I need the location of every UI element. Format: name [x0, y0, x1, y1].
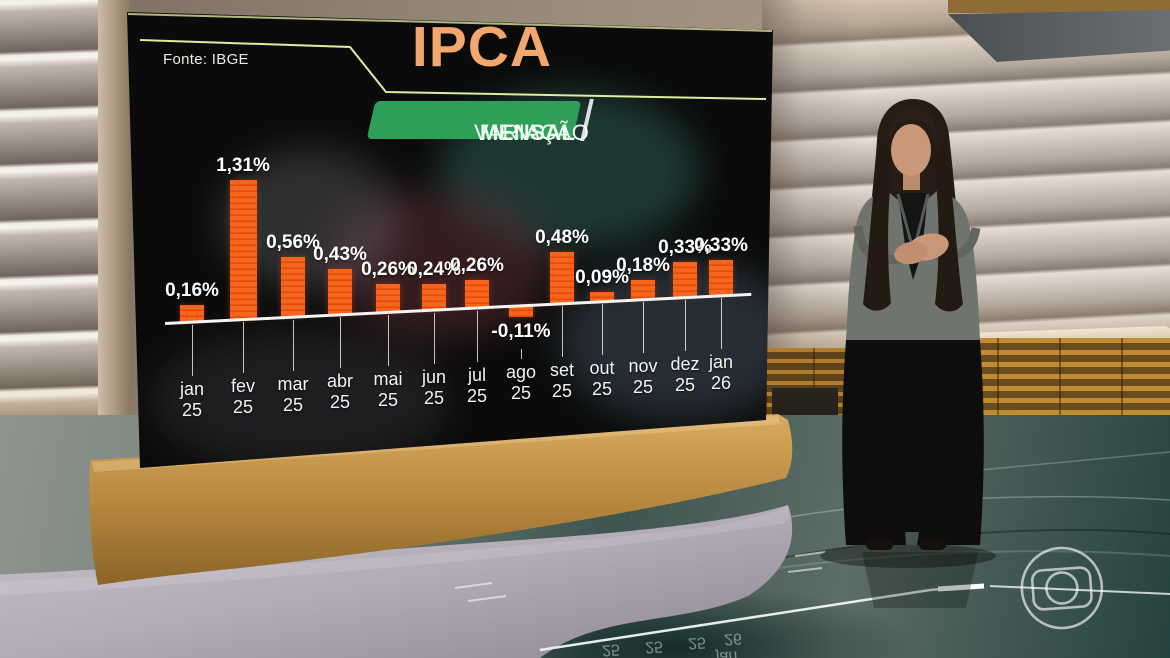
axis-tick — [520, 349, 522, 360]
chart-bar — [328, 268, 352, 315]
month-label: jul 25 — [466, 364, 488, 406]
month-label: set 25 — [549, 360, 574, 402]
bar-value-label: 1,31% — [216, 155, 270, 177]
bar-value-label: 0,48% — [535, 227, 589, 249]
presenter-shoe-right — [919, 539, 946, 550]
presenter-skirt — [842, 340, 984, 545]
chart-bar — [631, 280, 655, 300]
chart-bar — [709, 260, 733, 296]
presenter-hair-lock-right — [933, 138, 963, 312]
divider-line — [139, 39, 767, 100]
floor-reflection-label: 26 — [723, 629, 743, 648]
bar-value-label: 0,33% — [694, 235, 748, 257]
axis-tick — [191, 324, 193, 376]
bar-value-label: 0,56% — [266, 232, 320, 254]
axis-tick — [476, 310, 478, 362]
floor-reflection-label: jan — [715, 647, 738, 658]
month-label: out 25 — [589, 358, 615, 400]
bar-value-label: 0,33% — [658, 237, 712, 259]
presenter-leg-gap — [905, 532, 919, 545]
month-label: jun 25 — [421, 366, 447, 408]
bar-value-label: -0,11% — [491, 321, 551, 342]
source-label: Fonte: IBGE — [163, 51, 249, 68]
presenter-face — [891, 124, 931, 176]
axis-tick — [339, 317, 341, 369]
floor-reflection-label: 25 — [601, 640, 621, 658]
chart-bar — [229, 180, 257, 320]
axis-tick — [433, 312, 435, 364]
screen-top-bezel-line — [127, 13, 773, 32]
chart-bar — [590, 291, 614, 302]
axis-tick — [642, 302, 644, 354]
wall-pillar — [98, 0, 130, 492]
chart-bar — [465, 279, 489, 308]
globo-outer-circle — [1020, 546, 1104, 630]
axis-tick — [561, 306, 563, 358]
axis-tick — [601, 304, 603, 356]
month-label: mar 25 — [277, 373, 309, 415]
blazer-lapel-left — [896, 193, 913, 243]
floor-reflection-label: 25 — [687, 633, 707, 652]
month-label: abr 25 — [326, 371, 353, 413]
chart-bar — [509, 305, 533, 317]
axis-tick — [242, 322, 244, 374]
chart-bar — [376, 284, 400, 312]
blazer-lapel-right — [914, 193, 930, 243]
presenter-hand-left — [894, 241, 928, 265]
chart-bar — [550, 252, 574, 304]
month-label: jan 25 — [179, 378, 205, 420]
month-label: mai 25 — [373, 368, 403, 410]
month-label: nov 25 — [628, 356, 658, 398]
month-label: jan 26 — [708, 352, 734, 394]
desk-front-sheen — [0, 507, 789, 596]
bar-value-label: 0,18% — [616, 255, 670, 277]
axis-tick — [292, 319, 294, 371]
axis-tick — [387, 314, 389, 366]
floor-edge-highlight — [539, 583, 1170, 652]
bar-value-label: 0,26% — [361, 259, 415, 281]
chart-bar — [673, 262, 697, 298]
axis-tick — [684, 300, 686, 352]
month-label: dez 25 — [670, 354, 700, 396]
bar-value-label: 0,26% — [450, 254, 504, 276]
bar-value-label: 0,09% — [575, 266, 629, 288]
globo-logo-watermark — [1020, 546, 1104, 630]
floor-reflection-label: 25 — [644, 637, 664, 656]
bar-value-label: 0,24% — [407, 259, 461, 281]
presenter-hair-lock-left — [863, 138, 893, 311]
presenter-reflection — [862, 552, 978, 608]
presenter-shadow — [820, 544, 996, 568]
globo-rect — [1030, 566, 1093, 611]
studio-desk — [0, 505, 793, 658]
chart-bar — [180, 304, 204, 322]
month-label: fev 25 — [230, 376, 255, 418]
ceiling-wood-strip — [948, 0, 1170, 13]
month-label: ago 25 — [505, 362, 537, 404]
bar-value-label: 0,43% — [313, 243, 367, 265]
axis-tick — [720, 298, 722, 350]
bar-value-label: 0,16% — [165, 279, 219, 301]
chart-bar — [281, 257, 305, 317]
presenter-black-top — [898, 193, 928, 280]
chart-bar — [422, 284, 446, 310]
desk-reflection-ticks — [454, 551, 826, 602]
presenter-hair-fringe — [889, 107, 938, 144]
chart-title: IPCA — [411, 15, 553, 79]
presenter-shoe-left — [866, 539, 893, 550]
globo-inner-circle — [1045, 571, 1079, 605]
